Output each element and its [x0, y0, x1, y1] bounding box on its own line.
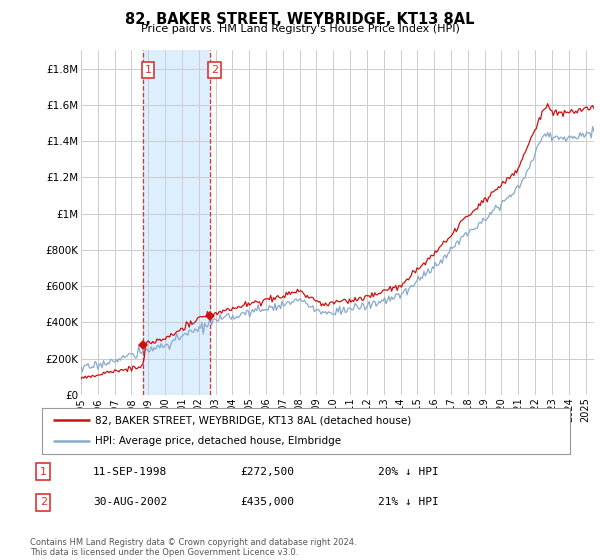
Text: Price paid vs. HM Land Registry's House Price Index (HPI): Price paid vs. HM Land Registry's House … — [140, 24, 460, 34]
Bar — [143, 50, 210, 395]
Text: 1: 1 — [40, 466, 47, 477]
Text: 1: 1 — [145, 65, 151, 75]
Text: 30-AUG-2002: 30-AUG-2002 — [93, 497, 167, 507]
Text: 2: 2 — [40, 497, 47, 507]
Text: £272,500: £272,500 — [240, 466, 294, 477]
Text: Contains HM Land Registry data © Crown copyright and database right 2024.
This d: Contains HM Land Registry data © Crown c… — [30, 538, 356, 557]
Text: 21% ↓ HPI: 21% ↓ HPI — [378, 497, 439, 507]
Text: £435,000: £435,000 — [240, 497, 294, 507]
Text: 2: 2 — [211, 65, 218, 75]
Text: HPI: Average price, detached house, Elmbridge: HPI: Average price, detached house, Elmb… — [95, 436, 341, 446]
Text: 82, BAKER STREET, WEYBRIDGE, KT13 8AL: 82, BAKER STREET, WEYBRIDGE, KT13 8AL — [125, 12, 475, 27]
Text: 11-SEP-1998: 11-SEP-1998 — [93, 466, 167, 477]
Text: 82, BAKER STREET, WEYBRIDGE, KT13 8AL (detached house): 82, BAKER STREET, WEYBRIDGE, KT13 8AL (d… — [95, 415, 411, 425]
Text: 20% ↓ HPI: 20% ↓ HPI — [378, 466, 439, 477]
